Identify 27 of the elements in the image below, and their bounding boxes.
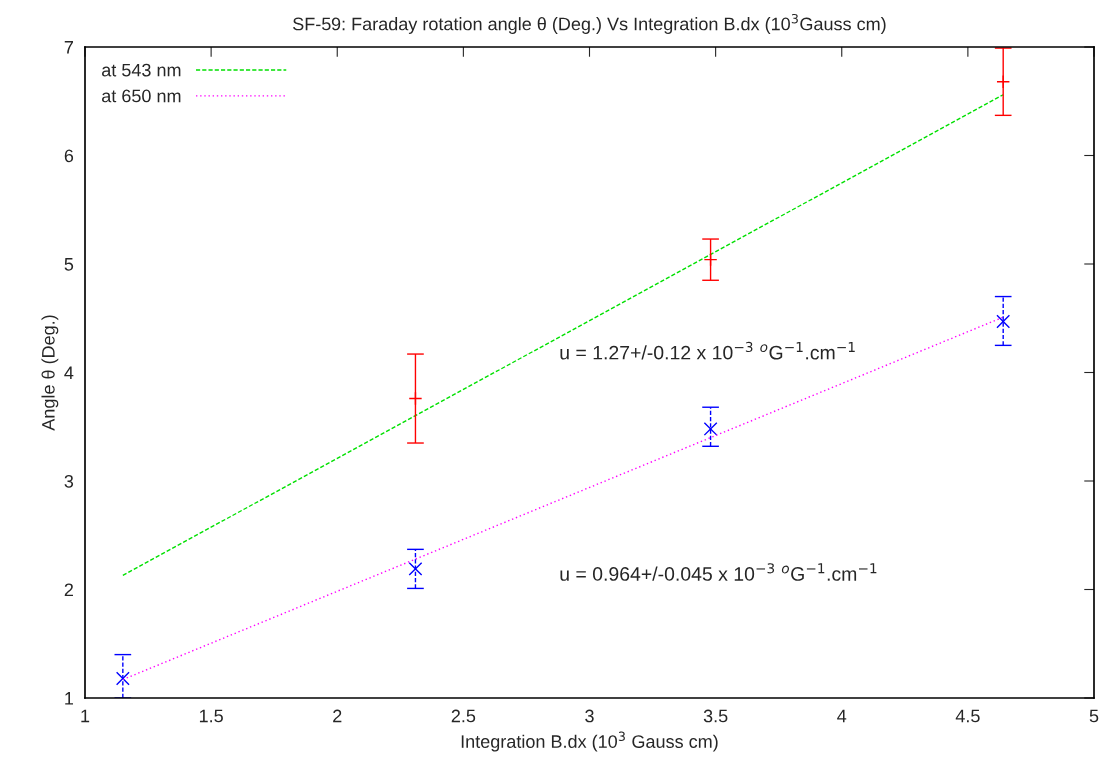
x-tick-label: 4 [837,709,847,723]
legend-label: at 650 nm [102,89,181,103]
y-tick-label: 4 [64,366,74,380]
x-tick-label: 1.5 [199,709,223,723]
x-tick-label: 5 [1089,709,1099,723]
point [996,314,1011,329]
legend-label: at 543 nm [102,63,181,77]
x-tick-label: 2.5 [451,709,476,723]
y-tick-label: 3 [64,474,74,488]
x-tick-label: 3.5 [703,709,728,723]
point [408,561,423,576]
chart-title: SF-59: Faraday rotation angle θ (Deg.) Vs Integration B.dx (10$^{3}$Gauss cm) [293,13,886,34]
x-tick-label: 4.5 [955,709,980,723]
y-tick-label: 5 [64,258,74,271]
y-tick-label: 7 [64,41,73,54]
point [703,422,718,436]
x-tick-label: 3 [585,709,594,723]
y-tick-label: 2 [64,583,73,597]
x-axis-title: Integration B.dx (10$^{3}$ Gauss cm) [461,731,718,752]
annotation: u = 0.964+/-0.045 x 10$^{−3 o}$G$^{−1}$.cm$^{−1}$ [560,563,877,581]
y-axis-title: Angle θ (Deg.) [41,315,59,431]
point [115,671,130,686]
x-tick-label: 1 [81,709,90,723]
annotation: u = 1.27+/-0.12 x 10$^{−3 o}$G$^{−1}$.cm$^{−1}$ [560,341,855,360]
y-tick-label: 6 [64,149,74,163]
x-tick-label: 2 [333,709,342,723]
y-tick-label: 1 [65,692,74,705]
